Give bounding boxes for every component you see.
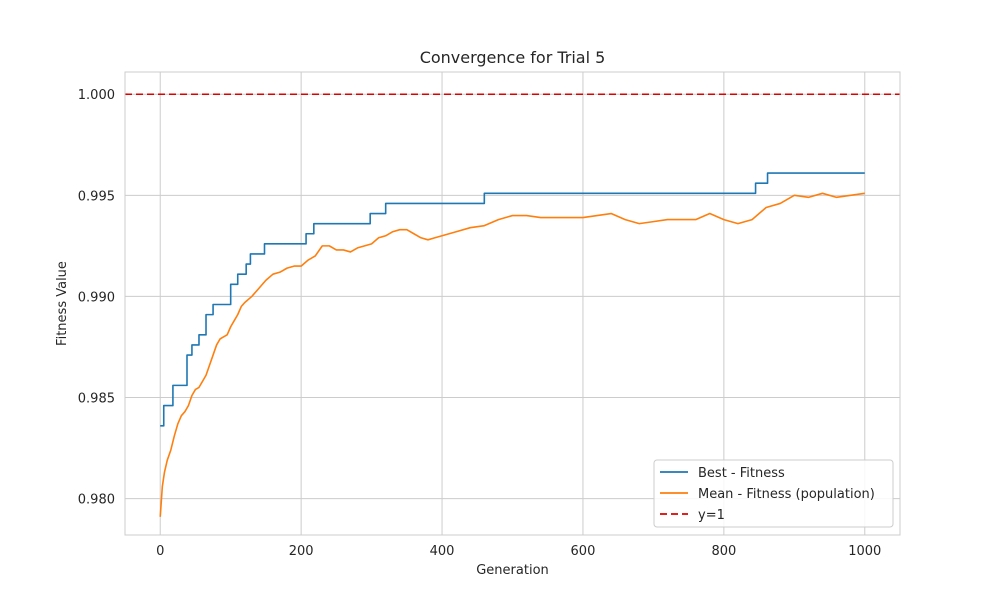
y-tick-label: 0.995 bbox=[78, 189, 115, 204]
legend: Best - Fitness Mean - Fitness (populatio… bbox=[653, 459, 894, 528]
legend-box bbox=[653, 459, 894, 528]
tick-labels: 0 200 400 600 800 1000 0.980 0.985 0.990 0.995 1.0… bbox=[78, 88, 882, 559]
x-axis-title: Generation bbox=[476, 563, 549, 578]
chart-title: Convergence for Trial 5 bbox=[420, 48, 606, 67]
y-tick-label: 0.985 bbox=[78, 392, 115, 407]
mean-fitness-line bbox=[159, 192, 865, 517]
y-tick-label: 0.990 bbox=[78, 290, 115, 305]
plot-area bbox=[125, 72, 900, 535]
legend-label-best-fitness: Best - Fitness bbox=[698, 466, 785, 481]
x-tick-label: 0 bbox=[156, 544, 164, 559]
x-tick-label: 800 bbox=[711, 544, 736, 559]
y-tick-label: 1.000 bbox=[78, 88, 115, 103]
legend-label-mean-fitness: Mean - Fitness (population) bbox=[698, 487, 875, 502]
y-tick-label: 0.980 bbox=[78, 493, 115, 508]
x-tick-label: 400 bbox=[430, 544, 455, 559]
series-lines bbox=[125, 93, 900, 517]
legend-label-y-equals-1: y=1 bbox=[698, 508, 725, 523]
y-axis-title: Fitness Value bbox=[55, 261, 70, 346]
plot-frame bbox=[124, 71, 901, 536]
best-fitness-line bbox=[160, 172, 865, 427]
x-tick-label: 200 bbox=[289, 544, 314, 559]
x-tick-label: 600 bbox=[571, 544, 596, 559]
x-tick-label: 1000 bbox=[848, 544, 881, 559]
